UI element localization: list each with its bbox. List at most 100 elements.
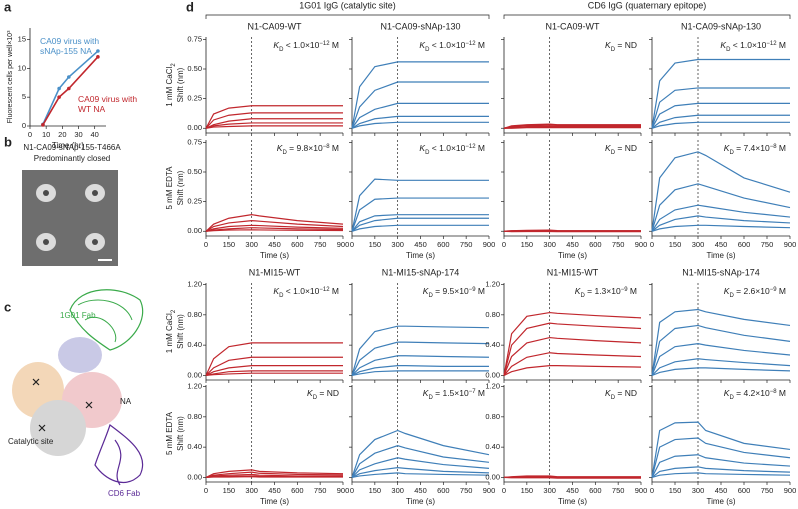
binding-trace (351, 457, 490, 478)
y-tick-label: 0 (22, 121, 26, 130)
x-tick-label: 900 (784, 240, 797, 249)
binding-trace (351, 429, 490, 478)
kd-symbol: K (575, 286, 581, 296)
kd-sub: D (729, 293, 734, 299)
binding-trace (651, 437, 791, 478)
kd-sub: D (282, 150, 287, 156)
row-label-text: 5 mM EDTA (165, 166, 174, 210)
binding-trace (651, 224, 791, 232)
kd-relation: = ND (615, 40, 637, 50)
kd-annotation: KD < 1.0×10−12 M (720, 40, 786, 52)
x-tick-label: 40 (91, 130, 99, 139)
kd-symbol: K (273, 286, 279, 296)
x-tick-label: 150 (369, 486, 382, 495)
class-averages (22, 170, 118, 266)
x-axis-label: Time (s) (406, 497, 435, 506)
kd-sub: D (580, 293, 585, 299)
binding-trace (205, 229, 344, 232)
kd-annotation: KD = ND (605, 40, 637, 52)
kd-relation: = ND (615, 388, 637, 398)
x-tick-label: 450 (566, 486, 579, 495)
binding-trace (651, 121, 790, 129)
x-tick-label: 30 (74, 130, 82, 139)
x-tick-label: 750 (612, 486, 625, 495)
kd-symbol: K (605, 40, 611, 50)
y-axis-label: Shift (nm) (176, 416, 185, 451)
axis (351, 385, 489, 483)
x-tick-label: 0 (650, 240, 654, 249)
binding-trace (651, 151, 791, 232)
binding-trace (503, 336, 642, 376)
x-axis-label: Time (s) (260, 251, 289, 260)
panel-title: N1-CA09-WT (247, 21, 302, 31)
x-tick-label: 150 (223, 240, 236, 249)
kd-unit: M (330, 286, 339, 296)
y-tick-label: 0.40 (485, 340, 500, 349)
structure-label: Catalytic site (8, 437, 54, 446)
x-tick-label: 600 (437, 240, 450, 249)
panel-title: N1-MI15-sNAp-174 (382, 267, 460, 277)
kd-sub: D (611, 150, 616, 156)
x-tick-label: 900 (483, 240, 496, 249)
y-tick-label: 0.40 (187, 340, 202, 349)
data-point (96, 49, 100, 53)
x-axis-label: Time (s) (706, 251, 735, 260)
image-background (22, 170, 118, 266)
binding-trace (351, 365, 489, 376)
kd-unit: M (330, 40, 339, 50)
panel-title: N1-CA09-sNAp-130 (380, 21, 460, 31)
x-tick-label: 750 (612, 240, 625, 249)
axis (503, 37, 641, 134)
kd-relation: < 1.0×10 (730, 40, 766, 50)
row-label: 5 mM EDTA (165, 411, 174, 455)
axis (503, 385, 641, 483)
y-tick-label: 0.75 (187, 137, 202, 146)
binding-trace (205, 112, 343, 129)
kd-relation: < 1.0×10 (429, 40, 465, 50)
panel-title: N1-CA09-WT (545, 21, 600, 31)
y-tick-label: 1.20 (187, 382, 202, 391)
binding-trace (651, 114, 790, 129)
binding-trace (351, 102, 489, 129)
kd-unit: M (476, 286, 485, 296)
binding-trace (351, 115, 489, 129)
x-tick-label: 150 (223, 486, 236, 495)
x-tick-label: 300 (245, 486, 258, 495)
binding-trace (503, 365, 642, 376)
kd-sub: D (611, 395, 616, 401)
data-point (57, 86, 61, 91)
x-tick-label: 450 (268, 486, 281, 495)
x-tick-label: 750 (761, 486, 774, 495)
y-tick-label: 0.40 (485, 442, 500, 451)
kd-sub: D (726, 47, 731, 53)
x-tick-label: 600 (437, 486, 450, 495)
series-label: CA09 virus with sNAp-155 NA (40, 36, 100, 56)
kd-symbol: K (423, 388, 429, 398)
kd-unit: M (476, 388, 485, 398)
axis (351, 37, 489, 134)
y-axis-label: Fluorescent cells per well×10³ (7, 30, 14, 123)
kd-relation: = ND (317, 388, 339, 398)
binding-trace (205, 471, 344, 479)
binding-trace (351, 370, 489, 377)
kd-annotation: KD < 1.0×10−12 M (273, 286, 339, 298)
x-tick-label: 450 (414, 486, 427, 495)
x-tick-label: 600 (291, 240, 304, 249)
kd-relation: < 1.0×10 (429, 143, 465, 153)
binding-trace (651, 215, 791, 232)
y-tick-label: 1.20 (485, 280, 500, 289)
row-label-sub: 2 (171, 309, 177, 313)
x-tick-label: 0 (204, 240, 208, 249)
binding-trace (205, 105, 343, 129)
row-label-text: 5 mM EDTA (165, 411, 174, 455)
x-tick-label: 900 (337, 486, 350, 495)
axis (205, 385, 343, 483)
kd-symbol: K (307, 388, 313, 398)
x-tick-label: 150 (521, 240, 534, 249)
structure-label: CD6 Fab (108, 489, 141, 498)
binding-trace (205, 370, 343, 377)
group-bracket (503, 14, 791, 19)
x-tick-label: 750 (460, 240, 473, 249)
kd-exponent: −8 (770, 389, 778, 395)
x-tick-label: 0 (350, 240, 354, 249)
